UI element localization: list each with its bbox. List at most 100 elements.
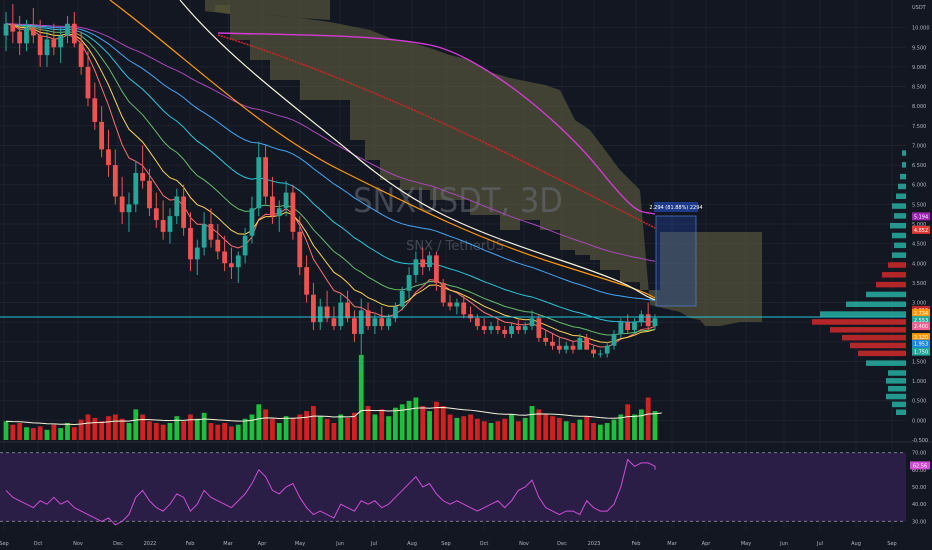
time-axis-label: 2022 [144, 541, 157, 547]
time-axis-label: Oct [34, 541, 43, 547]
price-label-bg [912, 333, 930, 342]
volume-bar [65, 423, 70, 440]
price-axis-label: 5.500 [912, 202, 926, 208]
candle-body [597, 353, 603, 355]
volume-bar [242, 418, 248, 440]
price-label: 4.852 [914, 228, 928, 234]
price-axis[interactable]: USDT 10.000 9.500 9.000 8.500 8.000 7.500 7.000… [910, 5, 930, 525]
time-axis-label: Dec [113, 541, 123, 547]
volume-bar [85, 414, 91, 440]
measure-label-bg [654, 202, 698, 212]
volume-bar [153, 423, 159, 440]
candle-body [427, 255, 432, 268]
volume-profile-bar [842, 334, 906, 341]
candle-body [58, 35, 64, 48]
rsi-band [0, 452, 906, 522]
time-axis-label: Oct [480, 541, 489, 547]
volume-bar [133, 409, 139, 440]
price-axis-label: 8.500 [912, 85, 926, 91]
price-label: 1.953 [914, 342, 928, 348]
volume-bar [222, 423, 228, 440]
volume-bar [331, 423, 337, 440]
rsi-axis-label: 70.00 [912, 451, 926, 457]
candle-body [474, 318, 480, 327]
volume-profile-bar [894, 242, 906, 249]
volume-bar [317, 416, 323, 440]
candle-body [365, 310, 371, 327]
volume-bar [372, 414, 378, 440]
volume-profile-bar [898, 183, 906, 190]
candle-body [229, 263, 234, 268]
candle-body [30, 27, 36, 36]
ema-line [5, 23, 656, 348]
candle-body [543, 337, 549, 342]
volume-bar [393, 407, 398, 440]
price-axis-label: 0.500 [912, 399, 926, 405]
volume-bar [181, 421, 187, 440]
volume-bar [160, 424, 166, 440]
volume-bar [283, 416, 289, 440]
volume-profile-bar [890, 222, 906, 229]
candle-body [263, 157, 268, 197]
candle-body [215, 239, 221, 252]
volume-bar [3, 421, 9, 440]
candle-body [632, 322, 637, 331]
volume-bar [126, 423, 132, 440]
candle-body [406, 275, 412, 291]
candle-body [570, 345, 576, 350]
price-axis-label: USDT [912, 5, 927, 11]
volume-bar [167, 423, 173, 440]
volume-bar [522, 417, 528, 440]
price-axis-label: 3.500 [912, 281, 926, 287]
candle-body [174, 196, 180, 217]
candle-body [604, 345, 610, 354]
price-label-bg [912, 308, 930, 317]
volume-profile-bar [894, 213, 906, 219]
volume-bar [44, 429, 50, 440]
volume-profile-bar [888, 262, 906, 268]
candle-body [71, 23, 77, 44]
volume-bar [140, 414, 146, 440]
candlesticks [3, 4, 658, 374]
volume-profile-bar [892, 401, 906, 408]
volume-bar [10, 424, 16, 440]
measure-box[interactable] [655, 215, 697, 307]
candle-body [461, 302, 467, 315]
price-axis-label: 8.000 [912, 104, 926, 110]
candle-body [10, 23, 16, 32]
candle-body [208, 224, 214, 240]
volume-bar [420, 406, 426, 440]
candle-body [638, 314, 644, 323]
price-axis-label: 7.000 [912, 143, 926, 149]
measure-tool[interactable]: 2.294 (81.88%) 2294 [649, 202, 703, 307]
volume-bar [51, 424, 57, 440]
volume-bar [481, 421, 487, 440]
volume-profile-bar [892, 252, 906, 258]
volume-bar [427, 411, 432, 440]
price-label-bg [912, 212, 930, 221]
volume-bar [577, 419, 583, 440]
candle-body [126, 204, 132, 213]
volume-bar [440, 406, 446, 440]
volume-bar [632, 414, 637, 440]
time-axis-label: Dec [557, 541, 567, 547]
candle-body [276, 208, 282, 217]
volume-profile-bar [812, 319, 906, 325]
candle-body [112, 165, 118, 197]
volume-bar [515, 421, 521, 440]
volume-profile-bar [882, 272, 906, 278]
time-axis[interactable]: Sep Oct Nov Dec 2022 Feb Mar Apr May Jun Jul Aug Sep… [0, 541, 897, 547]
candle-body [563, 345, 569, 350]
volume-bar [78, 419, 84, 440]
volume-bar [24, 427, 29, 440]
volume-bar [338, 414, 344, 440]
rsi-axis-label: 30.00 [912, 519, 926, 525]
cloud-area [205, 0, 330, 20]
time-axis-label: Jul [370, 541, 377, 547]
candle-body [652, 318, 658, 327]
volume-bar [311, 406, 316, 440]
candle-body [556, 345, 562, 350]
candle-body [194, 247, 200, 260]
volume-profile-bar [888, 385, 906, 392]
